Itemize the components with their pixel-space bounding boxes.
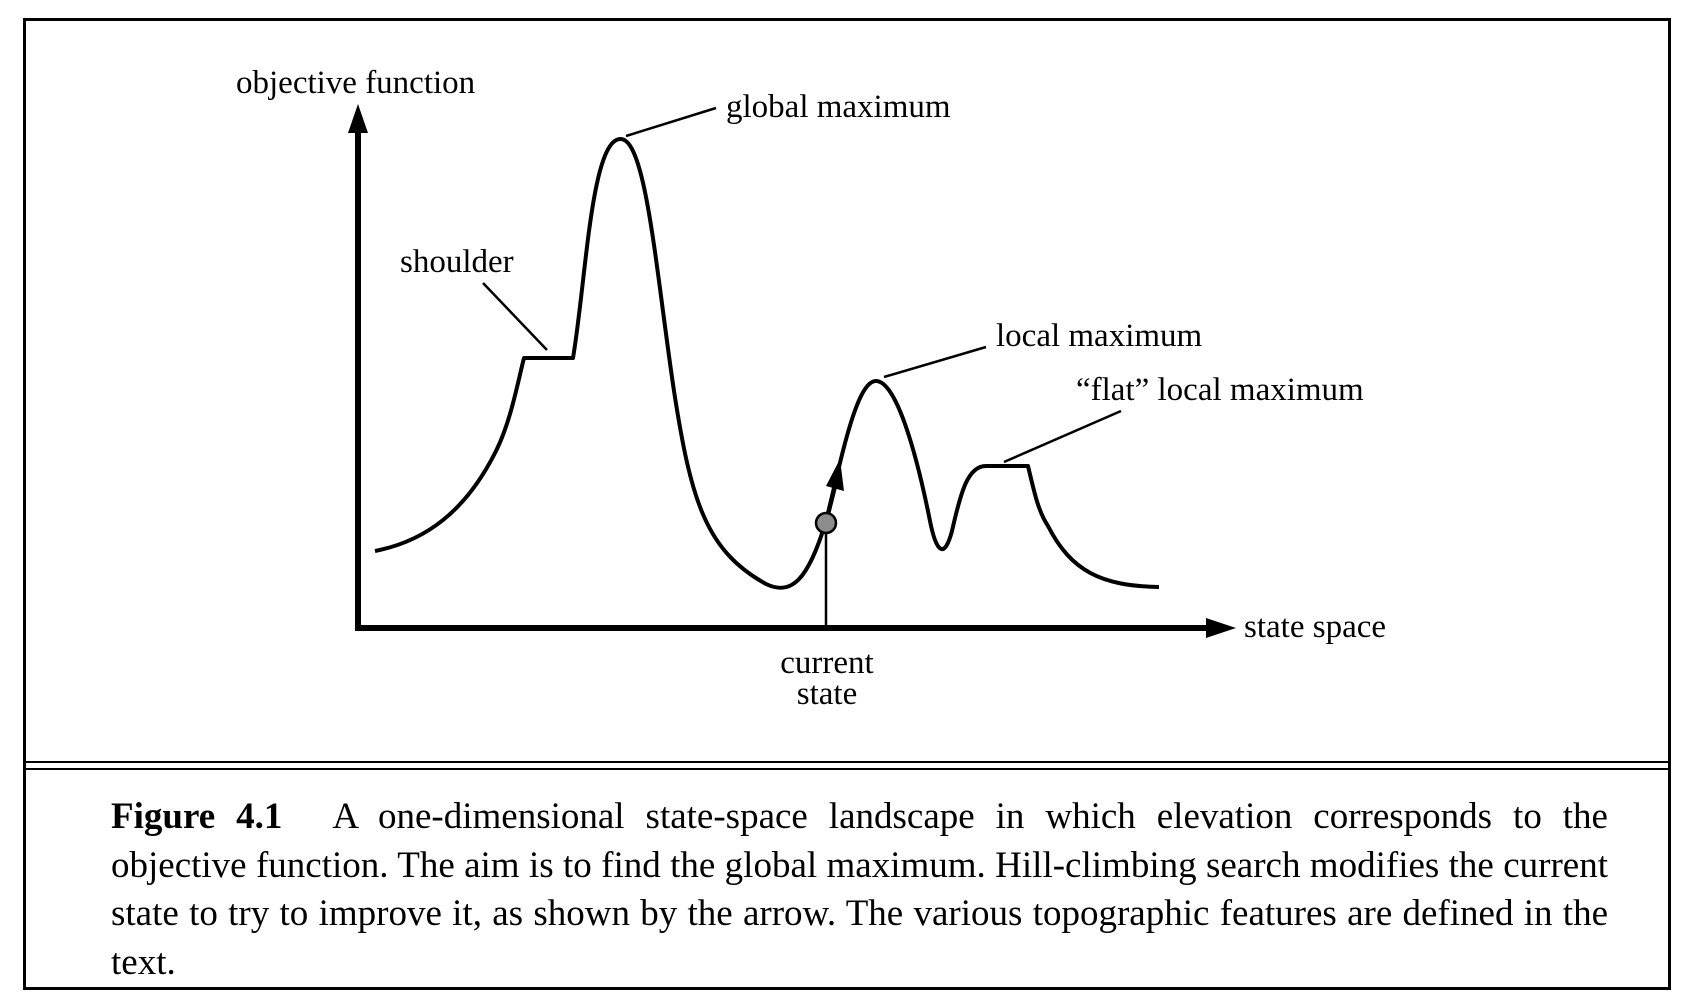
caption-text: A one-dimensional state-space landscape … — [111, 796, 1608, 983]
shoulder-leader — [482, 282, 548, 351]
flat-local-maximum-label: “flat” local maximum — [1076, 372, 1364, 408]
current-state-marker — [814, 511, 838, 535]
state-space-diagram: objective function state space global ma… — [236, 65, 1386, 712]
x-axis-arrowhead — [1206, 618, 1236, 638]
improvement-arrowhead — [826, 459, 844, 491]
figure-caption: Figure 4.1 A one-dimensional state-space … — [111, 793, 1608, 987]
global-maximum-label: global maximum — [726, 89, 951, 125]
y-axis-arrowhead — [348, 104, 368, 133]
flat-local-maximum-leader — [1003, 409, 1122, 464]
figure-frame: objective function state space global ma… — [23, 18, 1671, 990]
global-maximum-leader — [625, 106, 717, 138]
local-maximum-leader — [883, 345, 987, 379]
caption-divider — [26, 761, 1668, 770]
local-maximum-label: local maximum — [996, 318, 1203, 354]
x-axis-label: state space — [1244, 609, 1386, 645]
caption-label: Figure 4.1 — [111, 796, 283, 837]
current-state-label-line1: current — [780, 645, 873, 681]
y-axis-label: objective function — [236, 65, 475, 101]
shoulder-label: shoulder — [400, 244, 514, 280]
landscape-curve — [374, 136, 1160, 590]
current-state-label-line2: state — [797, 676, 857, 712]
